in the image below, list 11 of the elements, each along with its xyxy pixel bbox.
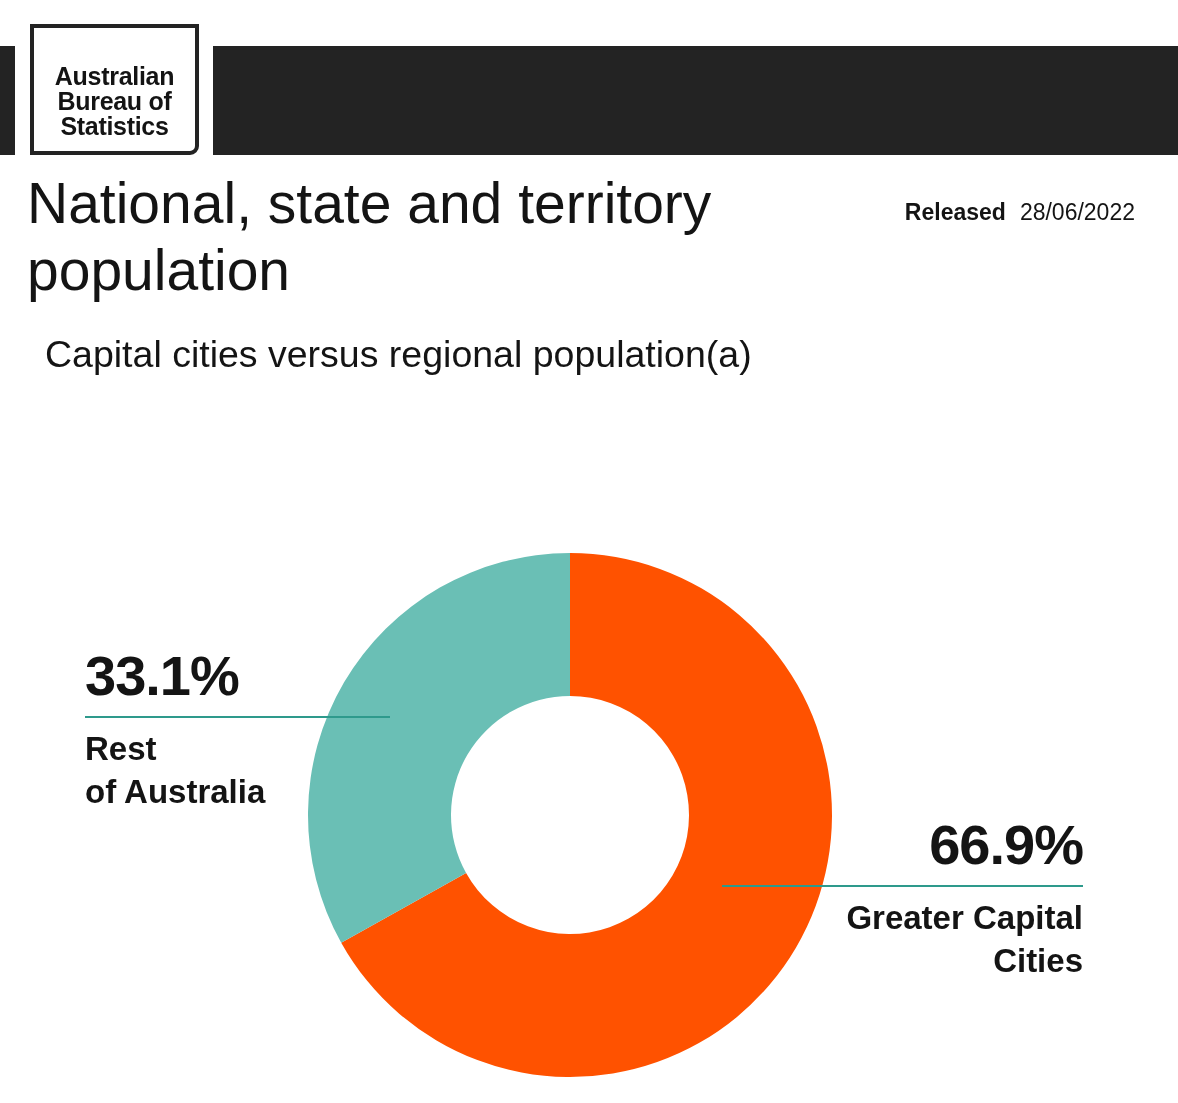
text: 28/06/2022	[1019, 199, 1135, 225]
chart-subtitle: Capital cities versus regional population(a)	[45, 333, 752, 375]
data-label: 66.9%	[929, 813, 1083, 876]
text: Australian Bureau of Statistics	[54, 62, 175, 140]
donut-slice	[341, 553, 832, 1077]
chart-title: National, state and territory population	[27, 171, 712, 302]
slice-label: Rest of Australia	[85, 730, 266, 810]
text: Released	[904, 199, 1006, 225]
donut-slice	[308, 553, 570, 943]
slice-label: Greater Capital Cities	[846, 899, 1083, 979]
data-label: 33.1%	[85, 644, 239, 707]
